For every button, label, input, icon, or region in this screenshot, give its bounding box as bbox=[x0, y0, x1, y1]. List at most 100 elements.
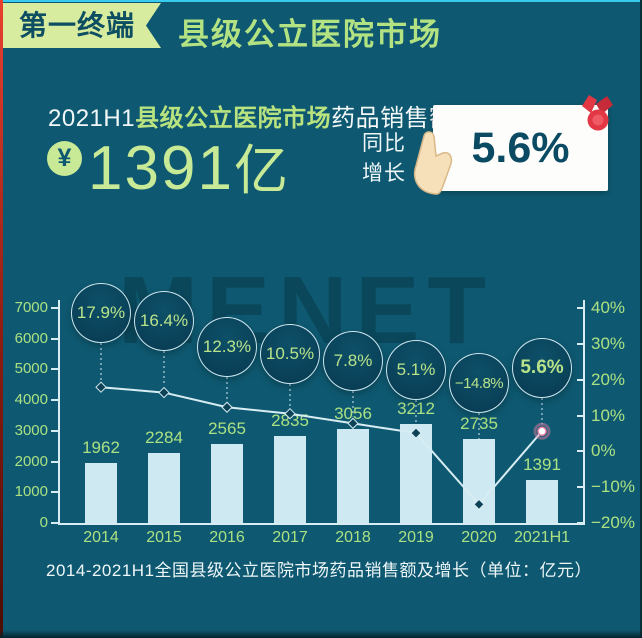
stat-amount-unit: 亿 bbox=[233, 141, 288, 201]
right-axis-tick-label: 0% bbox=[591, 441, 616, 461]
bar bbox=[148, 452, 180, 523]
right-axis-line bbox=[583, 300, 585, 525]
growth-label-line1: 同比 bbox=[362, 132, 406, 155]
growth-bubble-label: 16.4% bbox=[139, 311, 189, 330]
growth-bubble-label: 5.6% bbox=[520, 357, 564, 378]
right-axis-tick-label: −10% bbox=[591, 477, 635, 497]
growth-value: 5.6% bbox=[471, 123, 570, 172]
x-axis-category-label: 2021H1 bbox=[513, 529, 571, 546]
right-axis-tick bbox=[577, 342, 584, 345]
bar-value-label: 2284 bbox=[145, 427, 183, 447]
line-marker-diamond bbox=[95, 381, 107, 393]
bar-value-label: 1962 bbox=[82, 437, 120, 457]
line-marker-diamond bbox=[221, 401, 233, 413]
bar-value-label: 2565 bbox=[208, 419, 246, 439]
stat-headline-prefix: 2021H1 bbox=[48, 105, 136, 132]
stat-amount-value: 1391 bbox=[88, 134, 234, 203]
x-axis-category-label: 2018 bbox=[335, 529, 371, 546]
left-axis-tick-label: 4000 bbox=[14, 391, 48, 409]
growth-label-line2: 增长 bbox=[362, 162, 406, 185]
bar-value-label: 1391 bbox=[523, 455, 561, 475]
x-axis-category-label: 2015 bbox=[146, 529, 182, 546]
growth-card: 5.6% bbox=[433, 105, 608, 191]
right-axis-tick-label: 40% bbox=[591, 298, 626, 317]
right-axis-tick-label: 10% bbox=[591, 405, 626, 425]
left-axis-tick-label: 3000 bbox=[14, 421, 48, 439]
bar bbox=[211, 444, 243, 523]
growth-bubble-label: 7.8% bbox=[333, 351, 373, 370]
right-axis-tick-label: 30% bbox=[591, 333, 626, 353]
left-axis-line bbox=[58, 300, 60, 525]
left-axis-tick-label: 5000 bbox=[14, 360, 48, 378]
right-axis-tick bbox=[577, 414, 584, 417]
bar bbox=[337, 429, 369, 523]
left-axis-tick bbox=[51, 429, 58, 432]
bar bbox=[85, 462, 117, 523]
growth-bubble: 12.3% bbox=[197, 317, 257, 377]
left-axis-tick-label: 1000 bbox=[14, 483, 48, 501]
growth-bubble: 10.5% bbox=[260, 324, 320, 384]
left-axis-tick-label: 0 bbox=[39, 514, 48, 531]
left-axis-tick-label: 7000 bbox=[14, 299, 48, 316]
hand-icon bbox=[414, 131, 453, 195]
growth-bubble: 17.9% bbox=[71, 283, 131, 343]
right-axis-tick bbox=[577, 378, 584, 381]
line-marker-diamond bbox=[284, 408, 296, 420]
growth-bubble-label: 5.1% bbox=[396, 360, 436, 379]
growth-bubble: 5.6% bbox=[512, 338, 572, 398]
page-title: 县级公立医院市场 bbox=[178, 17, 442, 52]
growth-bubble-label: −14.8% bbox=[454, 374, 504, 392]
left-axis-tick bbox=[51, 307, 58, 309]
left-axis-tick bbox=[51, 522, 58, 524]
right-axis-tick bbox=[577, 486, 584, 489]
x-axis-category-label: 2019 bbox=[398, 529, 434, 546]
highlight-marker-dot bbox=[537, 426, 547, 437]
growth-bubble: −14.8% bbox=[449, 353, 509, 413]
right-axis-tick bbox=[577, 522, 584, 524]
x-axis-category-label: 2017 bbox=[272, 529, 308, 546]
stat-headline-highlight: 县级公立医院市场 bbox=[135, 105, 332, 132]
line-marker-diamond bbox=[473, 498, 485, 511]
x-axis-category-label: 2020 bbox=[461, 529, 497, 546]
growth-label: 同比 增长 bbox=[358, 129, 410, 189]
right-axis-tick bbox=[577, 450, 584, 453]
stat-amount: 1391亿 bbox=[88, 126, 288, 205]
bar bbox=[274, 435, 306, 523]
right-axis-tick-label: 20% bbox=[591, 369, 626, 389]
line-marker-diamond bbox=[158, 386, 170, 399]
left-axis-tick bbox=[51, 368, 58, 371]
bar bbox=[526, 480, 558, 523]
growth-bubble-label: 17.9% bbox=[76, 303, 126, 322]
growth-bubble: 16.4% bbox=[134, 291, 194, 351]
bottom-shade bbox=[0, 630, 642, 638]
header-badge: 第一终端 bbox=[3, 3, 161, 48]
medal-icon bbox=[582, 95, 613, 131]
left-accent-edge bbox=[0, 0, 3, 638]
left-axis-tick bbox=[51, 337, 58, 340]
x-axis-line bbox=[58, 523, 585, 525]
x-axis-category-label: 2016 bbox=[209, 529, 245, 546]
growth-bubble-label: 10.5% bbox=[265, 344, 315, 363]
x-axis-category-label: 2014 bbox=[83, 529, 119, 546]
left-axis-tick-label: 6000 bbox=[14, 329, 48, 347]
top-accent-line bbox=[0, 0, 642, 2]
bar bbox=[400, 424, 432, 523]
growth-bubble: 7.8% bbox=[323, 331, 383, 391]
left-axis-tick bbox=[51, 460, 58, 463]
right-accent-edge bbox=[640, 0, 642, 638]
highlight-marker-halo bbox=[533, 422, 551, 440]
right-axis-tick bbox=[577, 307, 584, 309]
left-axis-tick bbox=[51, 399, 58, 402]
growth-line bbox=[100, 386, 543, 506]
line-marker-diamond bbox=[410, 427, 422, 439]
chart-caption: 2014-2021H1全国县级公立医院市场药品销售额及增长（单位：亿元） bbox=[46, 561, 593, 580]
left-axis-tick bbox=[51, 491, 58, 494]
growth-bubble: 5.1% bbox=[386, 340, 446, 400]
line-marker-diamond bbox=[347, 417, 359, 430]
bar-value-label: 3056 bbox=[334, 404, 372, 424]
right-axis-tick-label: −20% bbox=[591, 513, 635, 532]
bar-value-label: 3212 bbox=[397, 399, 435, 419]
